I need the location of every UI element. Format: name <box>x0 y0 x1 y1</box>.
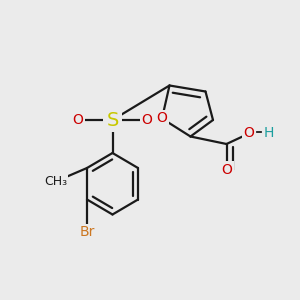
Text: CH₃: CH₃ <box>44 175 67 188</box>
Text: O: O <box>73 113 83 127</box>
Text: Br: Br <box>79 226 95 239</box>
Text: O: O <box>244 127 254 140</box>
Text: O: O <box>142 113 152 127</box>
Text: O: O <box>221 163 232 176</box>
Text: H: H <box>263 127 274 140</box>
Text: S: S <box>106 110 119 130</box>
Text: O: O <box>157 112 167 125</box>
